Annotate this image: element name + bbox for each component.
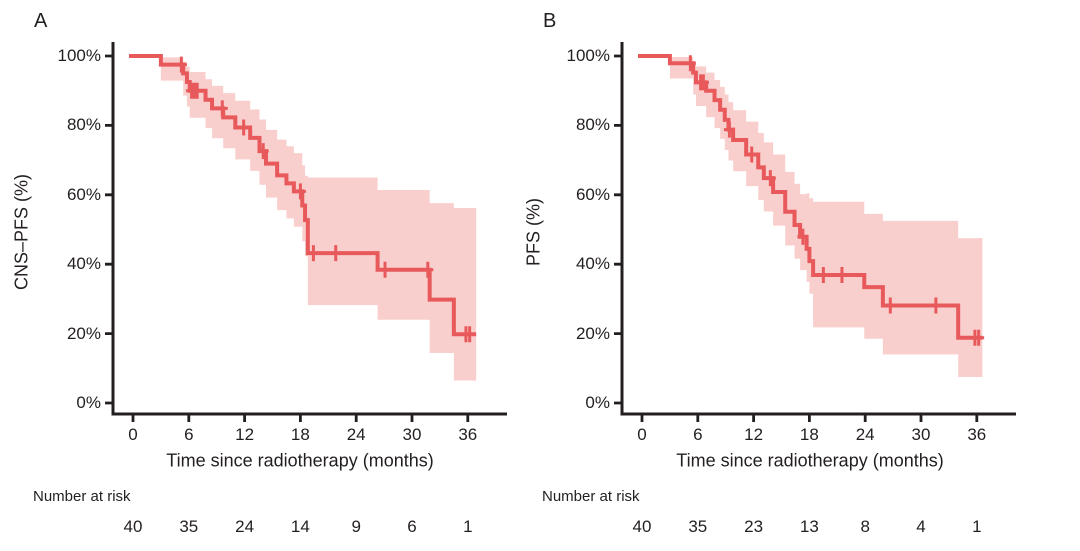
panel-b-x-tick-label: 30 [911,425,931,444]
panel-b-ci-band [669,57,983,377]
panel-a-number-at-risk-value: 40 [123,517,143,536]
panel-a-x-tick-label: 6 [184,425,194,444]
panel-a-y-tick-label: 60% [66,184,101,204]
panel-a-number-at-risk-value: 24 [235,517,255,536]
panel-a-x-axis-label: Time since radiotherapy (months) [166,450,434,471]
panel-a-letter: A [34,10,48,32]
panel-a-x-tick-label: 30 [402,425,422,444]
panel-b-number-at-risk-value: 4 [916,517,926,536]
panel-b-y-tick-label: 80% [575,115,610,135]
panel-b-y-axis-label: PFS (%) [523,197,544,267]
panel-b-y-tick-label: 100% [566,46,610,65]
panel-a-y-tick-label: 100% [57,46,101,65]
panel-b-x-tick-label: 12 [744,425,764,444]
panel-b-number-at-risk-value: 23 [744,517,764,536]
panel-b-y-tick-label: 0% [585,393,610,412]
panel-b-x-tick-label: 6 [693,425,703,444]
panel-b-number-at-risk-value: 1 [972,517,982,536]
panel-b-survival-curve [638,54,983,340]
panel-a-x-tick-label: 36 [458,425,478,444]
panel-a-x-tick-label: 18 [290,425,310,444]
panel-a-y-tick-label: 20% [66,323,101,343]
panel-a-x-tick-label: 12 [235,425,255,444]
panel-b-y-tick-label: 60% [575,184,610,204]
panel-b-number-at-risk-value: 35 [688,517,708,536]
panel-a-number-at-risk-value: 35 [179,517,199,536]
panel-a-y-tick-label: 40% [66,254,101,274]
panel-a-x-tick-label: 0 [128,425,138,444]
panel-b-tick-marks [614,54,979,422]
panel-b-number-at-risk-value: 8 [860,517,870,536]
panel-a-axes [111,42,507,416]
panel-b-y-tick-label: 20% [575,323,610,343]
panel-a-number-at-risk-value: 1 [463,517,473,536]
panel-a-censor-marks [175,56,476,343]
panel-b-x-tick-label: 36 [967,425,987,444]
panel-a-number-at-risk-value: 9 [351,517,361,536]
panel-b-axes [620,42,1016,416]
panel-a-number-at-risk-value: 14 [290,517,310,536]
panel-b-number-at-risk-header: Number at risk [542,488,640,505]
panel-b-y-tick-label: 40% [575,254,610,274]
panel-a-x-tick-label: 24 [346,425,366,444]
panel-a-y-tick-label: 80% [66,115,101,135]
panel-a-number-at-risk-header: Number at risk [33,488,131,505]
panel-b-x-tick-label: 18 [799,425,819,444]
panel-b-letter: B [543,10,557,32]
panel-b-x-tick-label: 24 [855,425,875,444]
panel-a-y-axis-label: CNS–PFS (%) [11,173,32,291]
panel-a-number-at-risk-value: 6 [407,517,417,536]
panel-a-y-tick-label: 0% [76,393,101,412]
panel-b-x-axis-label: Time since radiotherapy (months) [676,450,944,471]
panel-b-number-at-risk-value: 40 [632,517,652,536]
panel-a-tick-marks [105,54,470,422]
panel-b-censor-marks [684,55,985,346]
panel-b-x-tick-label: 0 [637,425,647,444]
panel-b-number-at-risk-value: 13 [799,517,819,536]
panel-a-ci-band [160,57,477,381]
